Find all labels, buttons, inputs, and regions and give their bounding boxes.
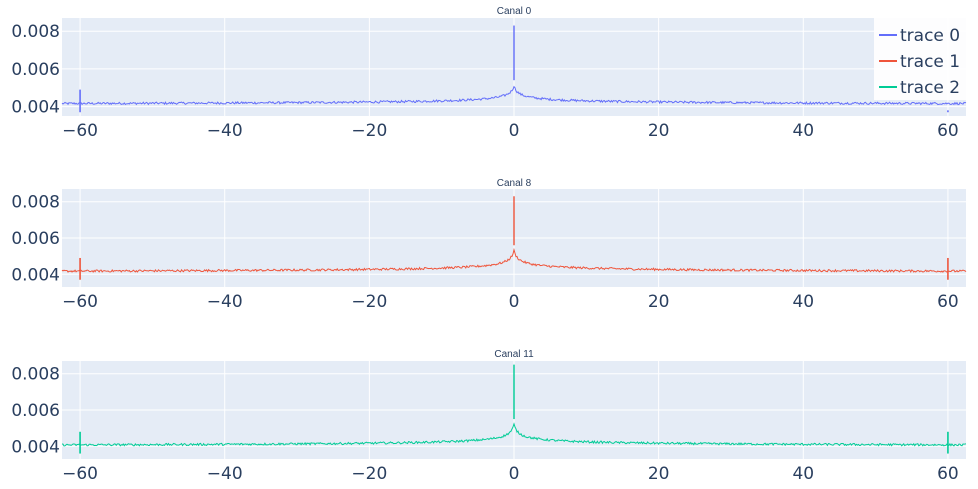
legend-label: trace 2 bbox=[900, 78, 960, 98]
subplot-title: Canal 0 bbox=[497, 6, 532, 17]
subplot-title: Canal 8 bbox=[497, 178, 532, 189]
x-tick-label: −20 bbox=[351, 121, 387, 141]
y-tick-label: 0.004 bbox=[11, 265, 60, 285]
series-line bbox=[61, 247, 967, 273]
y-tick-label: 0.008 bbox=[11, 365, 60, 385]
x-tick-label: −60 bbox=[62, 292, 98, 312]
subplot-title: Canal 11 bbox=[494, 349, 534, 360]
y-tick-label: 0.004 bbox=[11, 437, 60, 457]
legend-label: trace 0 bbox=[900, 26, 960, 46]
x-tick-label: 60 bbox=[937, 121, 959, 141]
legend: trace 0 trace 1 trace 2 bbox=[874, 18, 966, 100]
x-tick-label: 20 bbox=[648, 292, 670, 312]
y-tick-label: 0.006 bbox=[11, 60, 60, 80]
x-tick-label: 0 bbox=[509, 464, 520, 484]
y-tick-label: 0.008 bbox=[11, 193, 60, 213]
x-tick-label: −40 bbox=[207, 121, 243, 141]
subplot-2: Canal 11 −60 −40 −20 0 20 40 60 0.004 0.006 0.008 bbox=[11, 349, 967, 484]
series-line bbox=[61, 85, 967, 106]
x-tick-label: −60 bbox=[62, 121, 98, 141]
subplot-1: Canal 8 −60 −40 −20 0 20 40 60 0.004 0.006 0.008 bbox=[11, 178, 967, 312]
x-tick-label: 60 bbox=[937, 292, 959, 312]
x-tick-label: 20 bbox=[648, 121, 670, 141]
x-tick-label: −40 bbox=[207, 292, 243, 312]
x-tick-label: −40 bbox=[207, 464, 243, 484]
x-tick-label: −20 bbox=[351, 464, 387, 484]
y-tick-label: 0.006 bbox=[11, 401, 60, 421]
x-tick-label: −20 bbox=[351, 292, 387, 312]
y-tick-label: 0.004 bbox=[11, 98, 60, 118]
x-tick-label: 0 bbox=[509, 121, 520, 141]
x-tick-label: 0 bbox=[509, 292, 520, 312]
subplot-0: Canal 0 −60 −40 −20 0 20 40 60 0.004 0.006 0.008 bbox=[11, 6, 967, 141]
y-tick-label: 0.006 bbox=[11, 229, 60, 249]
series-line bbox=[61, 422, 967, 447]
x-tick-label: 20 bbox=[648, 464, 670, 484]
x-tick-label: 40 bbox=[792, 292, 814, 312]
x-tick-label: −60 bbox=[62, 464, 98, 484]
x-tick-label: 40 bbox=[792, 464, 814, 484]
x-tick-label: 40 bbox=[792, 121, 814, 141]
x-tick-label: 60 bbox=[937, 464, 959, 484]
y-tick-label: 0.008 bbox=[11, 22, 60, 42]
legend-label: trace 1 bbox=[900, 52, 960, 72]
